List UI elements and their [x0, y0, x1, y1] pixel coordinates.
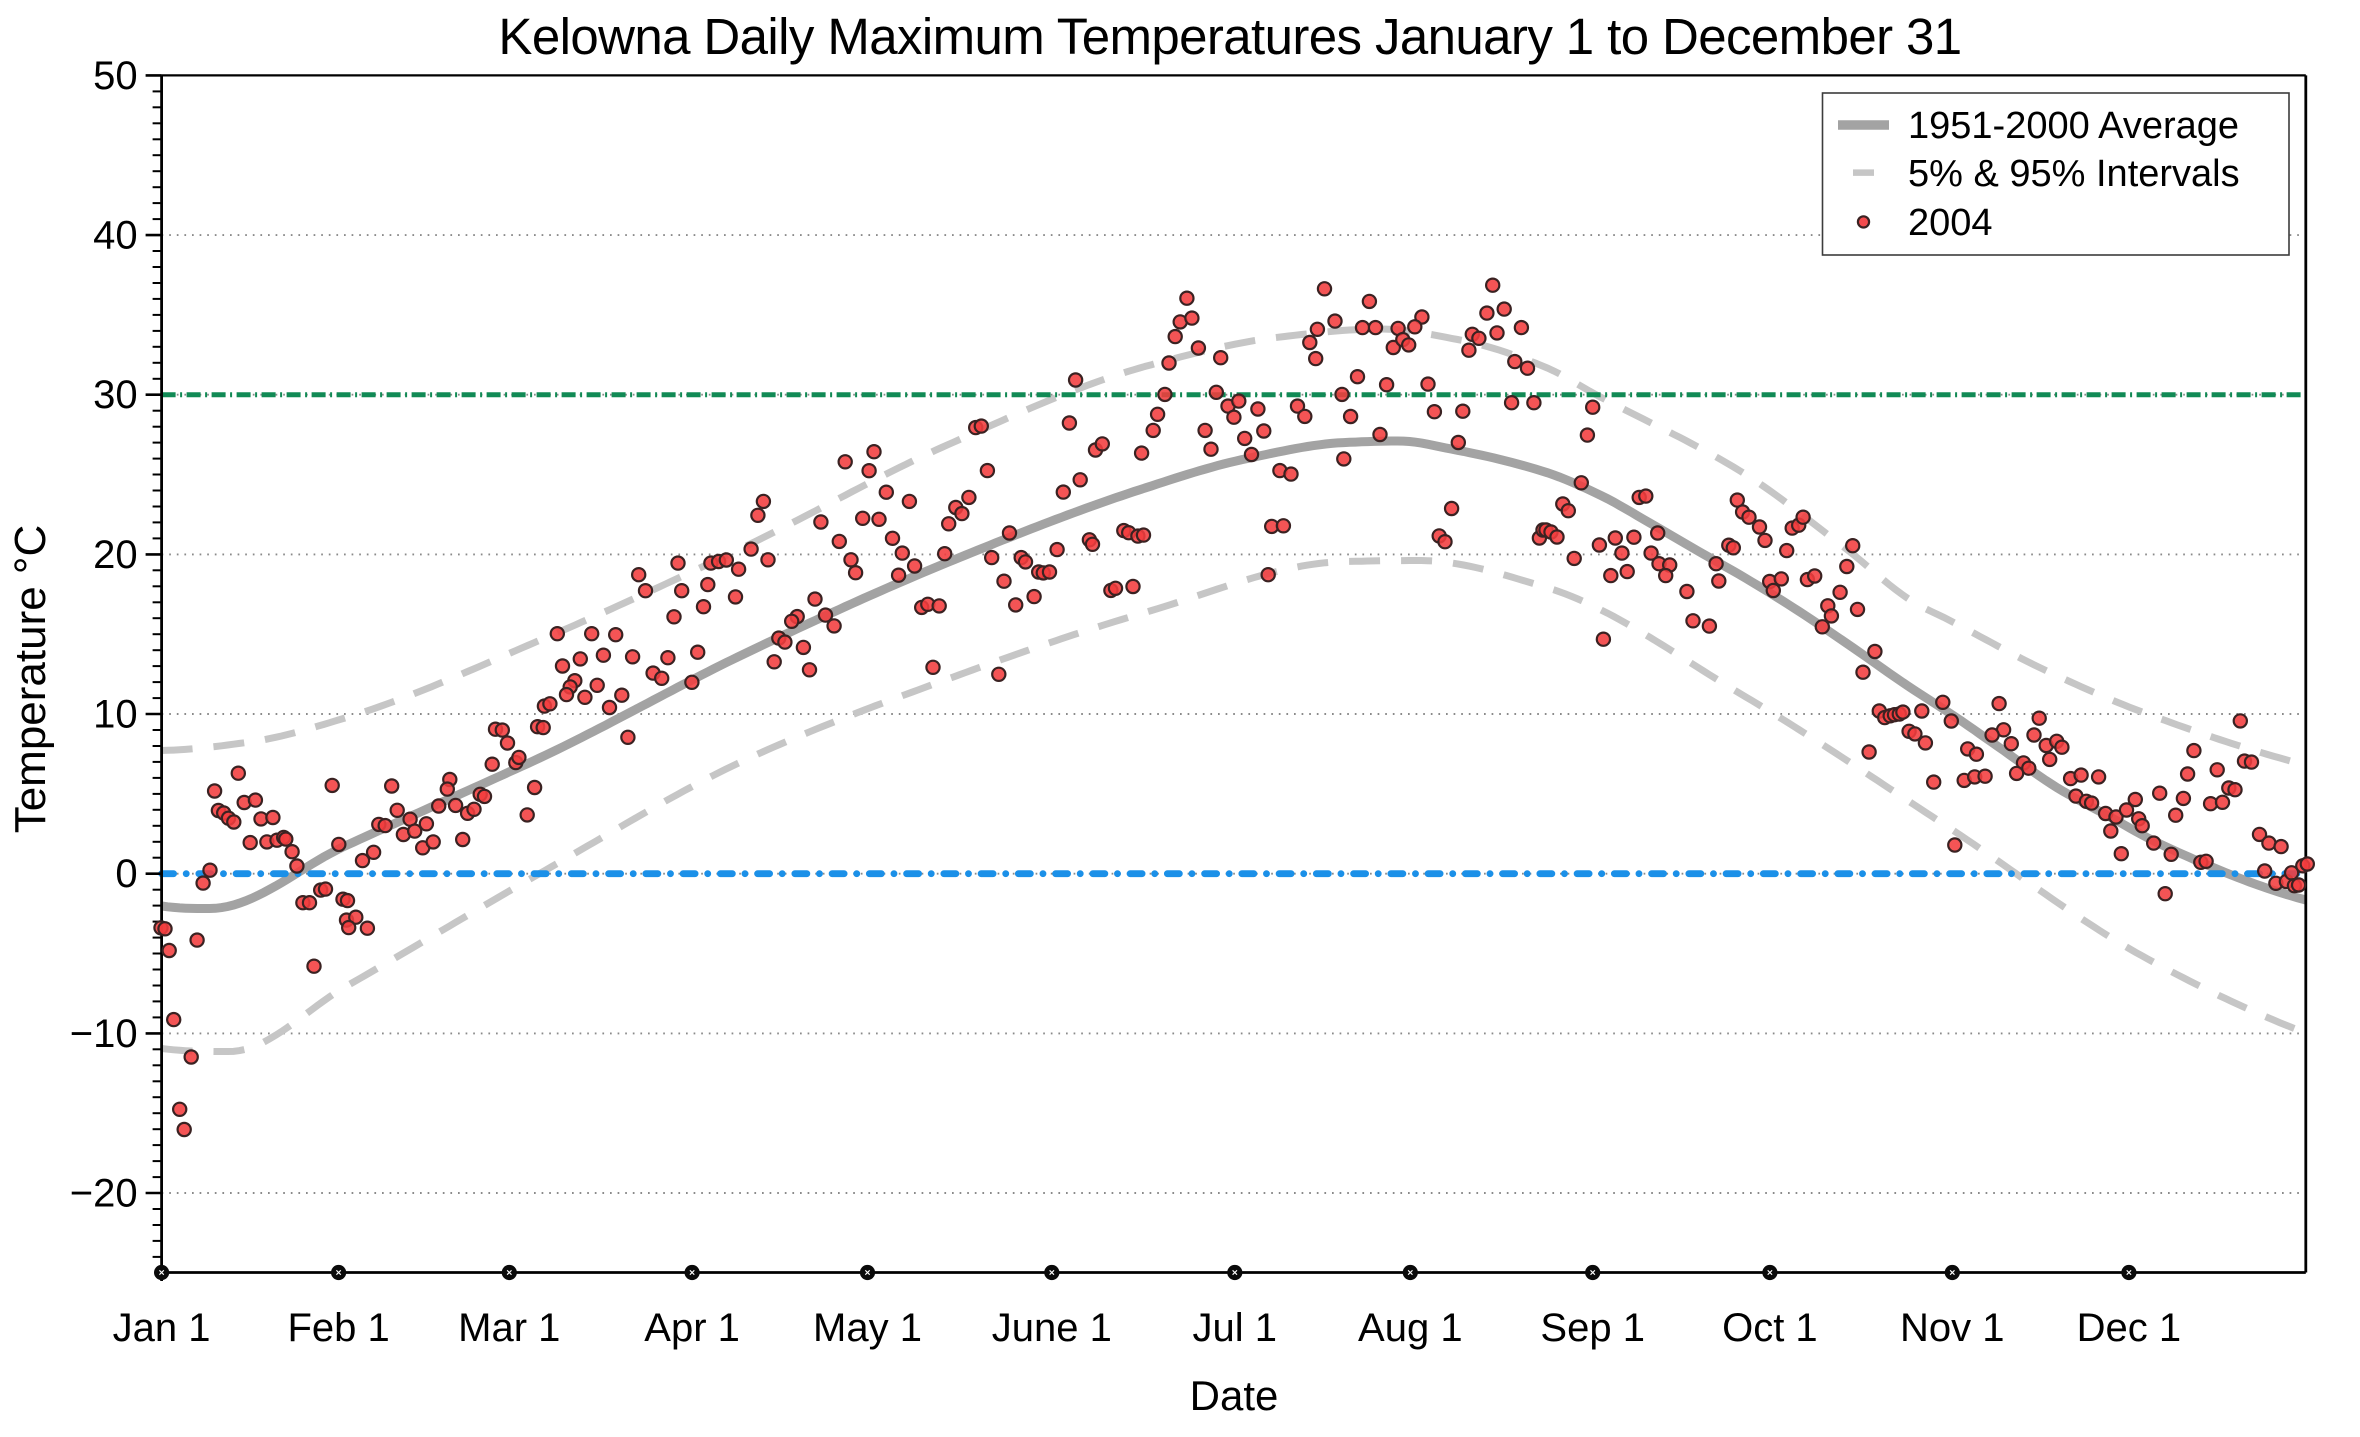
svg-text:−10: −10: [70, 1012, 138, 1056]
svg-text:Sep 1: Sep 1: [1540, 1306, 1645, 1350]
svg-text:10: 10: [93, 693, 138, 737]
svg-text:20: 20: [93, 533, 138, 577]
svg-text:0: 0: [115, 852, 137, 896]
svg-text:Jan 1: Jan 1: [113, 1306, 211, 1350]
svg-text:Feb 1: Feb 1: [287, 1306, 389, 1350]
svg-text:Aug 1: Aug 1: [1358, 1306, 1463, 1350]
svg-text:Apr 1: Apr 1: [644, 1306, 740, 1350]
svg-text:1951-2000 Average: 1951-2000 Average: [1908, 105, 2239, 147]
svg-text:40: 40: [93, 214, 138, 258]
svg-text:Kelowna Daily Maximum Temperat: Kelowna Daily Maximum Temperatures Janua…: [498, 8, 1961, 65]
svg-text:Temperature °C: Temperature °C: [6, 525, 55, 834]
svg-text:May 1: May 1: [813, 1306, 922, 1350]
svg-text:30: 30: [93, 373, 138, 417]
svg-text:Mar 1: Mar 1: [458, 1306, 560, 1350]
svg-text:June 1: June 1: [992, 1306, 1112, 1350]
svg-text:Oct 1: Oct 1: [1722, 1306, 1818, 1350]
svg-text:5% & 95% Intervals: 5% & 95% Intervals: [1908, 153, 2240, 195]
svg-text:Nov 1: Nov 1: [1900, 1306, 2005, 1350]
svg-text:2004: 2004: [1908, 202, 1993, 244]
svg-text:Date: Date: [1190, 1372, 1279, 1419]
svg-text:−20: −20: [70, 1172, 138, 1216]
svg-text:50: 50: [93, 54, 138, 98]
svg-text:Dec 1: Dec 1: [2077, 1306, 2182, 1350]
svg-text:Jul 1: Jul 1: [1193, 1306, 1278, 1350]
